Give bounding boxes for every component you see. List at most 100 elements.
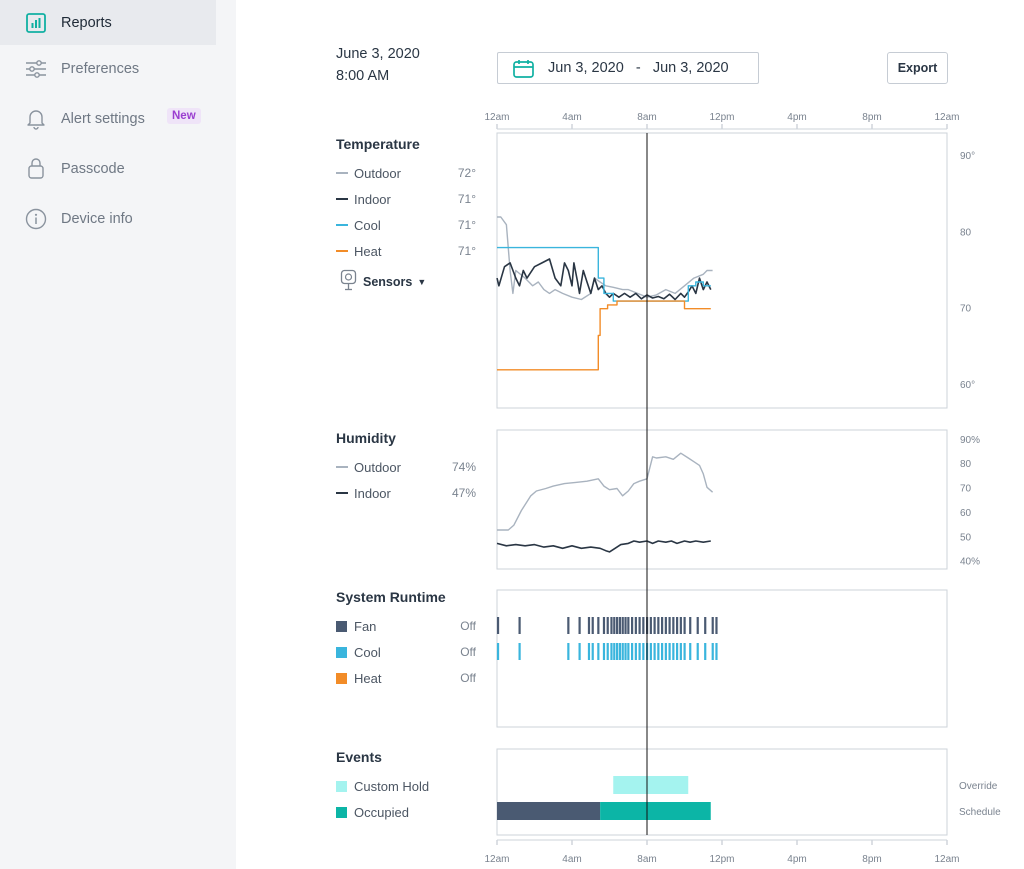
calendar-icon	[513, 59, 534, 84]
runtime-bar-cool-28	[676, 643, 679, 660]
runtime-bar-fan-0	[496, 617, 500, 634]
date-range-picker[interactable]: Jun 3, 2020 - Jun 3, 2020	[497, 52, 759, 84]
chart-panel-2	[496, 589, 948, 728]
sidebar: Reports Preferences Alert settings New P…	[0, 0, 236, 869]
runtime-bar-fan-26	[668, 617, 671, 634]
temp-ytick-2: 70	[960, 304, 972, 315]
temp-ytick-0: 90°	[960, 151, 975, 162]
event-span-occupied-1	[600, 802, 711, 820]
time-tick-top-1: 4am	[562, 112, 581, 123]
time-tick-top-0: 12am	[484, 112, 509, 123]
legend-temp-outdoor: Outdoor 72°	[336, 163, 476, 183]
runtime-bar-fan-22	[653, 617, 656, 634]
runtime-bar-fan-2	[567, 617, 570, 634]
runtime-bar-cool-23	[657, 643, 660, 660]
event-row-label-override: Override	[959, 781, 998, 792]
runtime-bar-fan-12	[618, 617, 622, 634]
hum-ytick-2: 70	[960, 484, 972, 495]
runtime-bar-fan-19	[642, 617, 645, 634]
export-button[interactable]: Export	[887, 52, 948, 84]
humidity-series-outdoor	[497, 452, 714, 531]
time-tick-top-4: 4pm	[787, 112, 806, 123]
sensor-icon	[340, 269, 357, 294]
time-tick-bottom-0: 12am	[484, 854, 509, 865]
runtime-bar-cool-15	[627, 643, 630, 660]
runtime-bar-fan-11	[616, 617, 619, 634]
legend-hum-outdoor: Outdoor 74%	[336, 457, 476, 477]
sidebar-item-label: Preferences	[61, 60, 140, 77]
runtime-bar-cool-18	[638, 643, 641, 660]
sidebar-item-label: Device info	[61, 210, 133, 227]
runtime-bar-fan-8	[606, 617, 609, 634]
runtime-bar-fan-35	[715, 617, 718, 634]
runtime-bar-fan-32	[696, 617, 699, 634]
events-title: Events	[336, 749, 382, 765]
legend-run-cool: Cool Off	[336, 642, 476, 662]
hum-ytick-5: 40%	[960, 557, 980, 568]
time-tick-top-2: 8am	[637, 112, 656, 123]
runtime-bar-cool-14	[624, 643, 627, 660]
runtime-bar-fan-31	[689, 617, 692, 634]
time-tick-top-6: 12am	[934, 112, 959, 123]
current-date: June 3, 2020	[336, 46, 420, 62]
runtime-bar-cool-3	[578, 643, 581, 660]
temperature-series-outdoor	[497, 216, 713, 301]
runtime-bar-fan-33	[704, 617, 707, 634]
temperature-series-heat	[497, 300, 711, 371]
bar-chart-icon	[25, 12, 47, 34]
chart-panel-0	[496, 132, 948, 409]
sidebar-item-reports[interactable]: Reports	[0, 0, 216, 45]
runtime-bar-fan-18	[638, 617, 641, 634]
sidebar-item-passcode[interactable]: Passcode	[0, 146, 216, 191]
runtime-bar-fan-34	[711, 617, 714, 634]
legend-run-fan: Fan Off	[336, 616, 476, 636]
runtime-bar-cool-10	[613, 643, 616, 660]
event-row-label-schedule: Schedule	[959, 807, 1001, 818]
runtime-bar-fan-25	[664, 617, 667, 634]
event-span-custom-hold-0	[613, 776, 689, 794]
legend-temp-indoor: Indoor 71°	[336, 189, 476, 209]
sensors-dropdown[interactable]: Sensors ▼	[340, 269, 426, 294]
hum-ytick-3: 60	[960, 508, 972, 519]
sliders-icon	[25, 58, 47, 80]
range-separator: -	[635, 60, 641, 76]
temp-ytick-3: 60°	[960, 380, 975, 391]
runtime-bar-cool-22	[653, 643, 656, 660]
runtime-bar-cool-31	[689, 643, 692, 660]
runtime-bar-fan-6	[597, 617, 600, 634]
time-tick-bottom-5: 8pm	[862, 854, 881, 865]
runtime-bar-fan-7	[602, 617, 606, 634]
runtime-bar-cool-19	[642, 643, 645, 660]
time-tick-top-3: 12pm	[709, 112, 734, 123]
hum-ytick-1: 80	[960, 459, 972, 470]
current-time: 8:00 AM	[336, 68, 390, 84]
runtime-bar-fan-4	[587, 617, 591, 634]
runtime-bar-fan-17	[634, 617, 637, 634]
runtime-bar-cool-32	[696, 643, 699, 660]
time-tick-bottom-6: 12am	[934, 854, 959, 865]
runtime-bar-cool-27	[672, 643, 675, 660]
range-end: Jun 3, 2020	[652, 60, 729, 76]
time-tick-bottom-4: 4pm	[787, 854, 806, 865]
legend-temp-heat: Heat 71°	[336, 241, 476, 261]
runtime-bar-cool-21	[649, 643, 652, 660]
runtime-bar-fan-10	[613, 617, 616, 634]
chart-panel-3	[496, 748, 948, 836]
hum-ytick-4: 50	[960, 532, 972, 543]
sidebar-item-alert-settings[interactable]: Alert settings New	[0, 96, 216, 141]
chart-panel-1	[496, 429, 948, 570]
runtime-bar-fan-24	[661, 617, 664, 634]
runtime-bar-cool-26	[668, 643, 671, 660]
sidebar-item-device-info[interactable]: Device info	[0, 196, 216, 241]
sidebar-item-label: Alert settings	[61, 110, 145, 127]
time-tick-bottom-1: 4am	[562, 854, 581, 865]
current-datetime: June 3, 2020 8:00 AM	[336, 43, 420, 87]
runtime-bar-fan-21	[649, 617, 652, 634]
runtime-bar-cool-17	[634, 643, 637, 660]
runtime-bar-fan-5	[591, 617, 594, 634]
info-icon	[25, 208, 47, 230]
sidebar-item-preferences[interactable]: Preferences	[0, 46, 216, 91]
runtime-bar-fan-9	[610, 617, 613, 634]
runtime-bar-cool-25	[664, 643, 667, 660]
